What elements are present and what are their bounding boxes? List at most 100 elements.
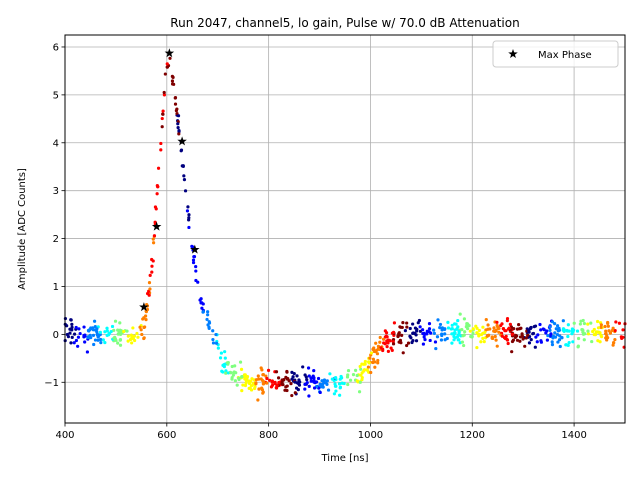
scatter-point: [482, 340, 486, 344]
scatter-point: [252, 386, 257, 391]
scatter-point: [428, 338, 432, 343]
scatter-point: [613, 338, 617, 342]
scatter-point: [409, 336, 413, 340]
scatter-point: [118, 332, 123, 337]
scatter-point: [545, 338, 549, 342]
scatter-point: [105, 333, 109, 337]
max-phase-series: [139, 48, 200, 312]
scatter-point: [259, 377, 263, 381]
scatter-point: [457, 338, 461, 342]
scatter-point: [553, 331, 557, 335]
scatter-point: [599, 333, 603, 337]
scatter-point: [260, 386, 264, 390]
scatter-point: [605, 334, 609, 338]
scatter-point: [440, 328, 444, 332]
scatter-point: [339, 374, 343, 379]
scatter-point: [360, 378, 364, 382]
scatter-point: [275, 384, 279, 388]
scatter-point: [191, 260, 196, 265]
scatter-point: [421, 332, 425, 336]
scatter-point: [301, 365, 305, 369]
scatter-point: [548, 325, 552, 329]
scatter-point: [290, 377, 294, 381]
scatter-point: [592, 327, 596, 332]
scatter-point: [401, 320, 405, 325]
scatter-point: [219, 351, 223, 355]
scatter-point: [486, 327, 490, 331]
scatter-point: [533, 345, 537, 349]
scatter-point: [86, 328, 91, 333]
scatter-point: [392, 321, 397, 325]
scatter-point: [76, 335, 81, 339]
scatter-point: [450, 341, 454, 345]
scatter-point: [211, 337, 215, 342]
scatter-point: [494, 338, 498, 342]
scatter-point: [198, 298, 202, 302]
scatter-point: [145, 307, 150, 312]
scatter-point: [497, 330, 501, 334]
scatter-point: [421, 342, 425, 346]
scatter-point: [506, 341, 510, 346]
scatter-point: [162, 93, 166, 97]
scatter-point: [243, 377, 247, 381]
scatter-point: [293, 391, 297, 395]
scatter-point: [305, 380, 309, 385]
scatter-point: [512, 326, 516, 331]
scatter-point: [518, 339, 522, 343]
scatter-point: [153, 220, 157, 224]
scatter-point: [145, 291, 150, 296]
scatter-point: [452, 338, 456, 342]
scatter-point: [532, 325, 536, 329]
max-phase-point: [164, 48, 175, 58]
scatter-point: [333, 382, 337, 386]
scatter-point: [613, 328, 617, 333]
scatter-point: [595, 319, 600, 324]
scatter-point: [400, 333, 404, 337]
scatter-point: [199, 301, 203, 305]
scatter-point: [243, 383, 248, 388]
scatter-point: [479, 340, 483, 344]
x-axis: 400 600 800 1000 1200 1400: [55, 423, 587, 441]
scatter-point: [334, 389, 338, 393]
scatter-point: [70, 328, 74, 332]
scatter-point: [477, 328, 481, 333]
scatter-point: [230, 364, 234, 369]
scatter-point: [471, 331, 475, 336]
scatter-point: [147, 281, 152, 285]
scatter-point: [218, 356, 223, 360]
scatter-point: [173, 102, 178, 106]
scatter-point: [406, 341, 411, 345]
scatter-point: [78, 331, 82, 336]
scatter-point: [429, 331, 433, 335]
scatter-point: [355, 379, 359, 383]
scatter-point: [561, 328, 565, 332]
scatter-point: [527, 328, 531, 332]
scatter-point: [462, 343, 466, 348]
scatter-point: [109, 330, 113, 334]
scatter-point: [105, 329, 109, 333]
scatter-point: [446, 326, 451, 330]
scatter-point: [130, 341, 134, 345]
scatter-point: [450, 323, 454, 327]
scatter-point: [337, 382, 342, 386]
scatter-point: [250, 377, 254, 381]
scatter-point: [268, 378, 272, 382]
scatter-point: [307, 374, 311, 378]
scatter-point: [383, 335, 387, 339]
scatter-point: [514, 333, 518, 337]
scatter-point: [606, 320, 610, 325]
scatter-point: [366, 365, 371, 369]
y-tick-label: 5: [53, 90, 59, 101]
scatter-point: [101, 338, 105, 342]
scatter-point: [500, 334, 504, 338]
scatter-point: [460, 328, 464, 332]
scatter-point: [307, 384, 311, 388]
scatter-point: [469, 334, 473, 339]
scatter-point: [257, 387, 261, 391]
scatter-point: [177, 129, 181, 133]
scatter-point: [495, 344, 499, 348]
scatter-point: [274, 370, 279, 374]
scatter-point: [249, 388, 254, 392]
scatter-point: [309, 379, 313, 383]
scatter-point: [551, 336, 555, 340]
